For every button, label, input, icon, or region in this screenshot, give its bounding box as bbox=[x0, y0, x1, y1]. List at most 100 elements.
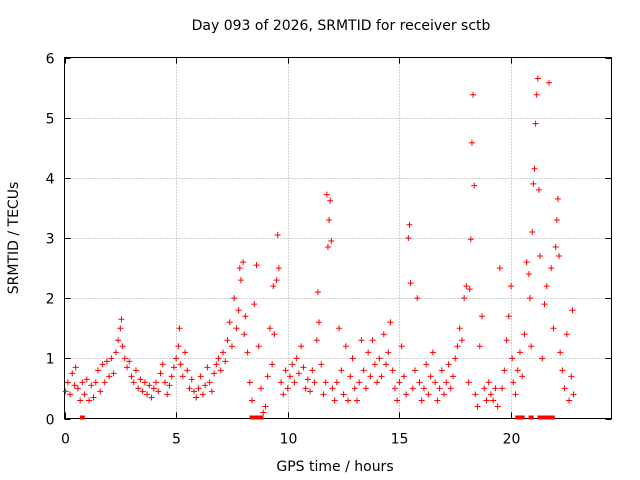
data-point bbox=[503, 337, 510, 344]
data-points bbox=[62, 75, 577, 420]
data-point bbox=[501, 367, 508, 374]
data-point bbox=[280, 391, 287, 398]
data-point bbox=[121, 355, 128, 362]
data-point bbox=[365, 349, 372, 356]
data-point bbox=[132, 367, 139, 374]
data-point bbox=[286, 373, 293, 380]
data-point bbox=[570, 391, 577, 398]
axis-marker bbox=[549, 415, 555, 420]
data-point bbox=[320, 391, 327, 398]
data-point bbox=[253, 262, 260, 269]
data-point bbox=[554, 195, 561, 202]
data-point bbox=[362, 385, 369, 392]
data-point bbox=[465, 379, 472, 386]
data-point bbox=[144, 391, 151, 398]
x-tick-labels: 0 5 10 15 20 bbox=[61, 432, 520, 448]
data-point bbox=[423, 361, 430, 368]
data-point bbox=[456, 325, 463, 332]
data-point bbox=[403, 391, 410, 398]
data-point bbox=[326, 216, 333, 223]
data-point bbox=[454, 343, 461, 350]
data-point bbox=[371, 361, 378, 368]
data-point bbox=[213, 361, 220, 368]
data-point bbox=[246, 379, 253, 386]
data-point bbox=[164, 391, 171, 398]
data-point bbox=[441, 391, 448, 398]
data-point bbox=[387, 319, 394, 326]
y-tick-label: 0 bbox=[46, 413, 55, 429]
data-point bbox=[470, 91, 477, 98]
data-point bbox=[215, 355, 222, 362]
x-tick-label: 5 bbox=[172, 432, 181, 448]
data-point bbox=[396, 379, 403, 386]
data-point bbox=[103, 358, 110, 365]
data-point bbox=[561, 385, 568, 392]
data-point bbox=[300, 364, 307, 371]
data-point bbox=[177, 361, 184, 368]
data-point bbox=[516, 349, 523, 356]
data-point bbox=[405, 235, 412, 241]
data-point bbox=[414, 295, 421, 302]
x-tick-label: 20 bbox=[503, 432, 521, 448]
data-point bbox=[118, 316, 125, 323]
data-point bbox=[452, 355, 459, 362]
data-point bbox=[90, 394, 97, 401]
data-point bbox=[86, 397, 93, 404]
data-point bbox=[496, 265, 503, 272]
axis-ticks bbox=[64, 57, 612, 420]
data-point bbox=[479, 313, 486, 320]
data-point bbox=[257, 385, 264, 392]
data-point bbox=[523, 259, 530, 266]
data-point bbox=[211, 370, 218, 377]
axis-marker bbox=[528, 415, 534, 420]
data-point bbox=[529, 228, 536, 235]
data-point bbox=[233, 325, 240, 332]
data-point bbox=[391, 385, 398, 392]
data-point bbox=[161, 379, 168, 386]
data-point bbox=[331, 397, 338, 404]
data-point bbox=[528, 343, 535, 350]
data-point bbox=[420, 385, 427, 392]
data-point bbox=[115, 337, 122, 344]
data-point bbox=[119, 343, 126, 350]
data-point bbox=[356, 379, 363, 386]
data-point bbox=[159, 361, 166, 368]
data-point bbox=[328, 238, 335, 245]
data-point bbox=[249, 397, 256, 404]
data-point bbox=[241, 331, 248, 338]
data-point bbox=[69, 370, 76, 377]
data-point bbox=[271, 331, 278, 338]
data-point bbox=[220, 349, 227, 356]
data-point bbox=[327, 197, 334, 204]
data-point bbox=[539, 355, 546, 362]
data-point bbox=[532, 120, 539, 127]
x-tick-label: 0 bbox=[61, 432, 70, 448]
data-point bbox=[64, 379, 71, 386]
data-point bbox=[231, 295, 238, 302]
data-point bbox=[394, 397, 401, 404]
data-point bbox=[199, 391, 206, 398]
data-point bbox=[274, 231, 281, 238]
data-point bbox=[79, 379, 86, 386]
data-point bbox=[499, 385, 506, 392]
data-point bbox=[543, 283, 550, 290]
data-point bbox=[407, 280, 414, 287]
data-point bbox=[175, 343, 182, 350]
data-point bbox=[566, 397, 573, 404]
chart-title: Day 093 of 2026, SRMTID for receiver sct… bbox=[192, 18, 491, 34]
data-point bbox=[264, 373, 271, 380]
data-point bbox=[193, 394, 200, 401]
data-point bbox=[521, 331, 528, 338]
data-point bbox=[190, 388, 197, 395]
data-point bbox=[275, 265, 282, 272]
data-point bbox=[260, 409, 267, 416]
data-point bbox=[124, 364, 131, 371]
data-point bbox=[226, 319, 233, 326]
data-point bbox=[71, 382, 78, 389]
data-point bbox=[563, 331, 570, 338]
data-point bbox=[531, 165, 538, 172]
data-point bbox=[525, 271, 532, 278]
data-point bbox=[557, 349, 564, 356]
data-point bbox=[483, 397, 490, 404]
data-point bbox=[349, 355, 356, 362]
